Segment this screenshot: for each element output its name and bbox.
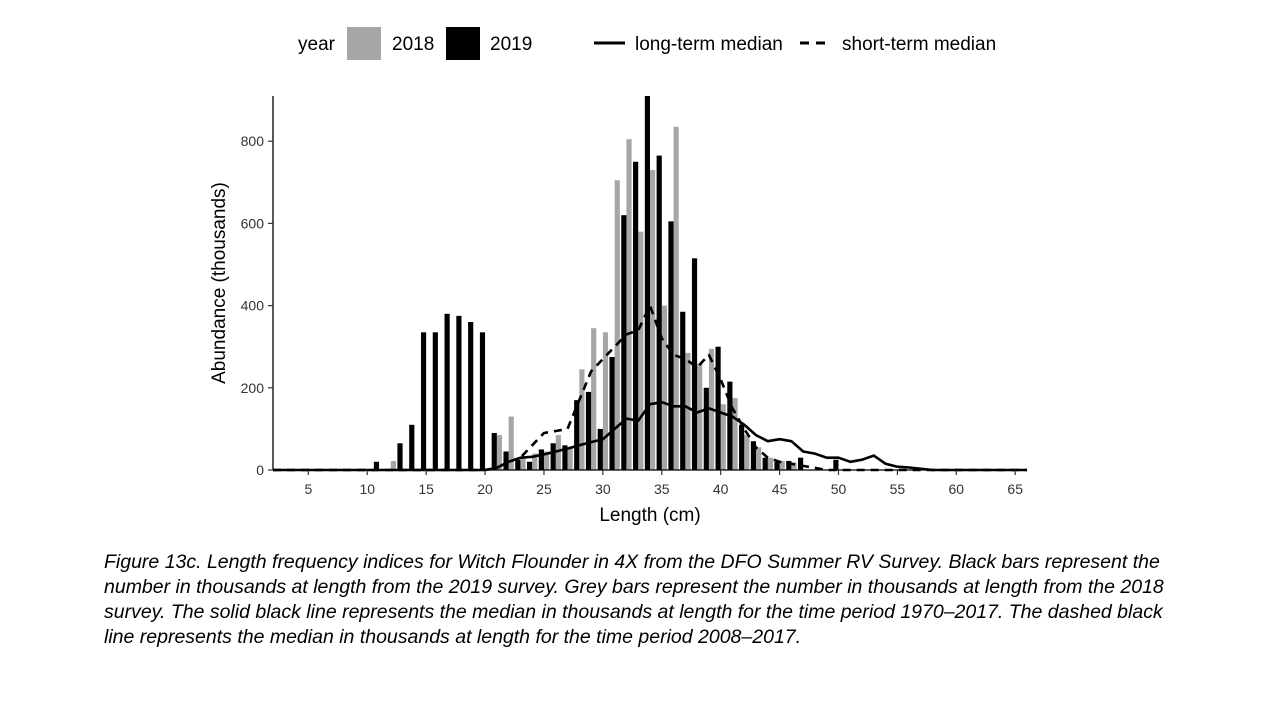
long-term-median-line: [273, 400, 1027, 472]
legend-fill-title: year: [298, 34, 336, 55]
bar-2019-50cm: [833, 459, 839, 470]
bar-2019-22cm: [503, 451, 509, 470]
bar-2018-38cm: [697, 363, 703, 470]
bar-2018-24cm: [532, 453, 538, 470]
chart-axes: 5 10 15 20 25 30 35 40 45 50 55 60 65 0 200 400 600 800: [241, 96, 1027, 497]
legend-swatch-2018: [347, 27, 381, 60]
bar-2019-43cm: [750, 441, 757, 470]
bar-2019-46cm: [786, 460, 792, 470]
bar-2018-33cm: [638, 231, 644, 470]
x-tick-label-5: 5: [304, 481, 312, 497]
bar-2018-46cm: [791, 462, 797, 470]
bar-2019-32cm: [621, 215, 627, 470]
bar-2019-24cm: [527, 461, 533, 470]
bar-2019-34cm: [644, 96, 650, 470]
x-tick-label-50: 50: [831, 481, 847, 497]
x-tick-label-65: 65: [1007, 481, 1023, 497]
legend-label-2018: 2018: [392, 34, 434, 55]
bar-2018-21cm: [496, 435, 503, 470]
x-tick-label-25: 25: [536, 481, 552, 497]
bar-2019-16cm: [432, 332, 438, 470]
y-tick-label-800: 800: [241, 133, 265, 149]
bar-2019-25cm: [538, 449, 544, 470]
bar-2019-41cm: [727, 381, 733, 470]
bar-2018-34cm: [650, 169, 656, 471]
bar-2019-47cm: [797, 457, 804, 470]
bar-2019-13cm: [397, 443, 403, 470]
bar-2018-40cm: [720, 404, 726, 470]
x-tick-label-20: 20: [477, 481, 493, 497]
bar-2018-23cm: [520, 457, 526, 470]
short-term-median-line: [273, 304, 1027, 472]
bar-2018-28cm: [579, 369, 585, 470]
bar-2018-37cm: [685, 352, 691, 470]
figure-caption: Figure 13c. Length frequency indices for…: [104, 551, 1164, 648]
bar-2019-18cm: [456, 315, 462, 470]
median-lines: [273, 304, 1027, 472]
bar-2019-26cm: [550, 443, 556, 470]
bar-2019-11cm: [373, 461, 380, 470]
y-tick-label-0: 0: [256, 462, 264, 478]
x-tick-label-30: 30: [595, 481, 611, 497]
bar-2018-42cm: [744, 435, 750, 470]
bar-2019-15cm: [420, 332, 427, 470]
bar-2019-17cm: [444, 313, 450, 470]
bar-2019-45cm: [774, 461, 780, 470]
bar-2019-44cm: [762, 457, 768, 470]
bar-2018-35cm: [661, 305, 667, 470]
bar-2019-40cm: [715, 346, 721, 470]
y-tick-label-400: 400: [241, 298, 265, 314]
x-tick-label-60: 60: [949, 481, 965, 497]
legend-label-2019: 2019: [490, 34, 532, 55]
x-tick-label-40: 40: [713, 481, 729, 497]
bar-2019-29cm: [585, 391, 592, 470]
series-2019-bars: [373, 96, 839, 470]
x-tick-label-10: 10: [359, 481, 375, 497]
bar-2019-14cm: [409, 424, 415, 470]
bar-2018-27cm: [567, 447, 573, 470]
bar-2018-29cm: [591, 328, 597, 470]
bar-2018-31cm: [614, 180, 620, 470]
y-tick-label-600: 600: [241, 215, 265, 231]
x-tick-label-15: 15: [418, 481, 434, 497]
bar-2018-25cm: [543, 451, 550, 470]
legend-swatch-2019: [446, 27, 480, 60]
bar-2019-33cm: [633, 161, 639, 470]
y-tick-label-200: 200: [241, 380, 265, 396]
bar-2018-32cm: [626, 139, 632, 470]
bar-2018-36cm: [673, 126, 679, 470]
x-tick-label-45: 45: [772, 481, 788, 497]
bar-2018-41cm: [732, 398, 738, 470]
bar-2018-43cm: [756, 447, 762, 470]
bar-2018-22cm: [508, 416, 514, 470]
bar-2018-12cm: [390, 460, 396, 470]
legend-label-short-term: short-term median: [842, 34, 996, 55]
bar-2019-27cm: [562, 445, 568, 470]
bar-2019-23cm: [515, 459, 521, 470]
chart-legend: year 2018 2019 long-term median short-te…: [298, 27, 996, 60]
y-axis-label: Abundance (thousands): [209, 182, 230, 384]
x-axis-label: Length (cm): [599, 505, 700, 526]
bar-2018-26cm: [555, 435, 561, 470]
bar-2019-35cm: [656, 155, 662, 470]
bar-2019-21cm: [491, 433, 497, 470]
bar-2019-28cm: [574, 400, 580, 470]
bar-2019-19cm: [468, 322, 474, 470]
bar-2019-36cm: [668, 221, 674, 470]
bar-2018-45cm: [779, 460, 785, 470]
bar-2018-30cm: [602, 332, 609, 470]
bar-2018-44cm: [767, 457, 773, 470]
bar-2019-37cm: [680, 311, 686, 470]
bar-2019-42cm: [739, 424, 745, 470]
bar-2019-31cm: [609, 356, 615, 470]
legend-label-long-term: long-term median: [635, 34, 783, 55]
x-tick-label-55: 55: [890, 481, 906, 497]
bar-2019-20cm: [479, 332, 486, 470]
bar-2019-39cm: [703, 387, 709, 470]
series-2018-bars: [390, 126, 797, 471]
x-tick-label-35: 35: [654, 481, 670, 497]
length-frequency-chart: year 2018 2019 long-term median short-te…: [209, 27, 1027, 526]
bar-2019-30cm: [597, 428, 603, 470]
